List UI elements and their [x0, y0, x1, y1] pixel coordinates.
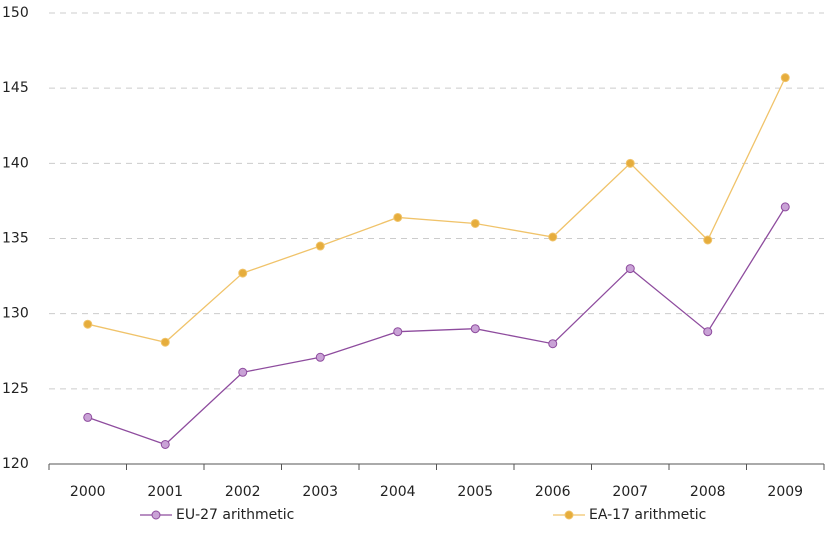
y-tick-label: 120 — [2, 456, 29, 472]
data-point — [548, 339, 558, 349]
data-point — [83, 319, 93, 329]
x-tick-label: 2009 — [767, 484, 803, 500]
data-point — [625, 264, 635, 274]
data-point — [548, 232, 558, 242]
x-tick-label: 2003 — [302, 484, 338, 500]
data-point — [238, 268, 248, 278]
data-point — [315, 241, 325, 251]
x-tick-label: 2001 — [147, 484, 183, 500]
y-tick-label: 140 — [2, 155, 29, 171]
x-tick-label: 2007 — [612, 484, 648, 500]
y-tick-label: 130 — [2, 306, 29, 322]
data-point — [393, 212, 403, 222]
x-tick-label: 2008 — [690, 484, 726, 500]
data-point — [160, 337, 170, 347]
y-tick-label: 135 — [2, 231, 29, 247]
data-point — [315, 352, 325, 362]
series-line — [87, 77, 786, 343]
data-point — [703, 235, 713, 245]
legend-marker — [564, 510, 574, 520]
series-line — [87, 206, 786, 446]
data-point — [393, 327, 403, 337]
data-point — [160, 439, 170, 449]
y-tick-label: 125 — [2, 381, 29, 397]
x-tick-label: 2000 — [70, 484, 106, 500]
x-tick-label: 2004 — [380, 484, 416, 500]
x-tick-label: 2006 — [535, 484, 571, 500]
data-point — [470, 218, 480, 228]
data-point — [238, 367, 248, 377]
y-tick-label: 150 — [2, 5, 29, 21]
y-tick-label: 145 — [2, 80, 29, 96]
data-point — [780, 73, 790, 83]
data-point — [83, 412, 93, 422]
legend-label: EU-27 arithmetic — [176, 507, 294, 523]
x-tick-label: 2005 — [457, 484, 493, 500]
legend-label: EA-17 arithmetic — [589, 507, 706, 523]
data-point — [703, 327, 713, 337]
data-point — [625, 158, 635, 168]
data-point — [780, 202, 790, 212]
legend-marker — [151, 510, 161, 520]
x-tick-label: 2002 — [225, 484, 261, 500]
data-point — [470, 324, 480, 334]
